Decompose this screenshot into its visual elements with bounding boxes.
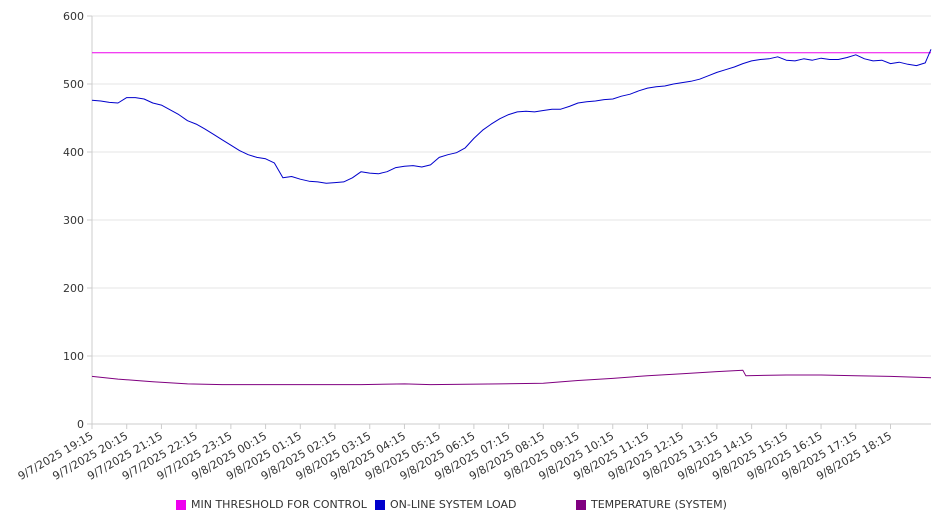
y-tick-label: 300 (63, 214, 84, 227)
y-tick-label: 600 (63, 10, 84, 23)
legend-item[interactable]: MIN THRESHOLD FOR CONTROL (176, 498, 367, 511)
series-line-on-line-system-load (91, 49, 932, 184)
x-axis-ticks: 9/7/2025 19:159/7/2025 20:159/7/2025 21:… (16, 424, 894, 483)
legend-swatch (375, 499, 385, 510)
legend-label: MIN THRESHOLD FOR CONTROL (191, 498, 367, 511)
series-layer (91, 49, 932, 386)
chart-legend: MIN THRESHOLD FOR CONTROL ON-LINE SYSTEM … (0, 498, 946, 514)
legend-swatch (576, 499, 586, 510)
y-tick-label: 100 (63, 350, 84, 363)
legend-label: TEMPERATURE (SYSTEM) (591, 498, 727, 511)
y-tick-label: 200 (63, 282, 84, 295)
y-tick-label: 0 (77, 418, 84, 431)
y-tick-label: 500 (63, 78, 84, 91)
legend-label: ON-LINE SYSTEM LOAD (390, 498, 517, 511)
y-tick-label: 400 (63, 146, 84, 159)
gridlines (92, 15, 931, 357)
legend-item[interactable]: TEMPERATURE (SYSTEM) (576, 498, 727, 511)
legend-swatch (176, 499, 186, 510)
y-axis-ticks: 0 100 200 300 400 500 600 (63, 10, 92, 431)
series-line-temperature-system (91, 369, 932, 386)
legend-item[interactable]: ON-LINE SYSTEM LOAD (375, 498, 516, 511)
